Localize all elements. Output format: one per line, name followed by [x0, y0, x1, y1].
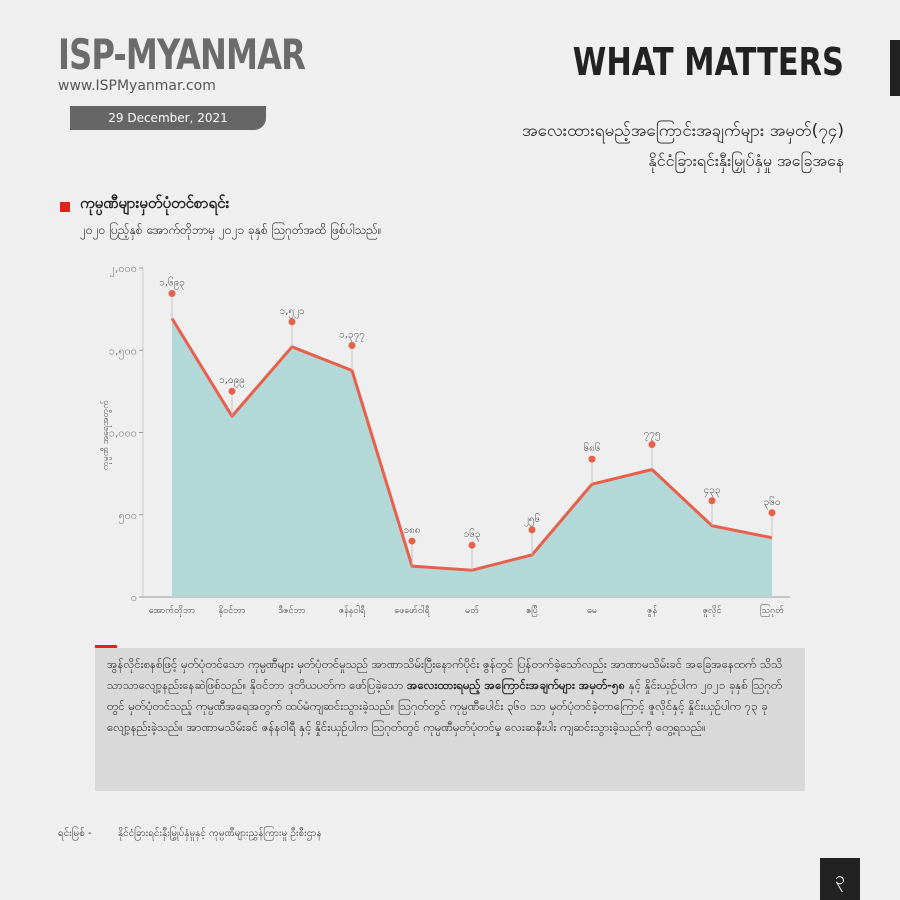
y-tick-label: ၅၀၀ [118, 509, 137, 524]
x-tick-label: ဧပြီ [526, 605, 538, 617]
body-text: အွန်လိုင်းစနစ်ဖြင့် မှတ်ပုံတင်သော ကုမ္ပဏ… [95, 648, 805, 791]
value-label: ၃၆၀ [764, 495, 781, 510]
point [408, 537, 416, 545]
x-tick-label: ဇွန် [647, 605, 658, 617]
point [228, 387, 236, 395]
page-subtitle: နိုင်ငံခြားရင်းနှီးမြှုပ်နှံမှု အခြေအနေ [648, 151, 844, 170]
y-tick-label: ၂,၀၀၀ [110, 262, 137, 277]
point [708, 497, 716, 505]
body-part: အလေးထားရမည့် အကြောင်းအချက်များ အမှတ်-၅၈ [406, 678, 626, 692]
body-part: နှင့် နှိုင်းယှဉ်ပါက ၂၀၂၁ ခုနှစ် ဩဂုတ်တွ… [107, 678, 783, 734]
logo: ISP-MYANMAR [58, 30, 306, 79]
y-axis-label: ကုမ္ပဏီ အရေအတွက် [100, 399, 112, 470]
y-tick-label: ၁,၅၀၀ [109, 344, 137, 359]
x-tick-label: ဖေဖော်ဝါရီ [394, 605, 430, 617]
bullet [60, 202, 70, 212]
value-label: ၁,၀၉၉ [219, 375, 245, 388]
point [288, 318, 296, 326]
x-tick-label: ဩဂုတ် [760, 604, 785, 617]
x-tick-label: ဒီဇင်ဘာ [278, 605, 305, 616]
x-tick-label: မတ် [465, 605, 479, 616]
page-title: အလေးထားရမည့်အကြောင်းအချက်များ အမှတ်(၇၄) [522, 121, 844, 141]
point [348, 341, 356, 349]
value-label: ၁၈၈ [403, 525, 420, 536]
value-label: ၇၇၅ [644, 429, 661, 442]
source: နိုင်ငံခြားရင်းနှီးမြှုပ်နှံမှုနှင့် ကုမ… [118, 828, 322, 839]
edge-block [890, 40, 900, 96]
value-label: ၁၆၃ [464, 527, 481, 542]
value-label: ၆၈၆ [584, 441, 601, 454]
point [468, 541, 476, 549]
x-tick-label: အောက်တိုဘာ [149, 605, 195, 617]
source-label: ရင်းမြစ် - [58, 828, 92, 839]
accent-line [95, 645, 117, 648]
x-tick-label: ဇူလိုင် [703, 605, 722, 617]
value-label: ၁,၆၉၃ [159, 276, 185, 291]
value-label: ၁,၅၂၁ [280, 306, 305, 319]
value-label: ၁,၃၇၇ [339, 329, 365, 342]
x-tick-label: နိုဝင်ဘာ [218, 605, 245, 617]
point [168, 290, 176, 298]
date: 29 December, 2021 [70, 106, 266, 130]
y-tick-label: ၁,၀၀၀ [109, 427, 137, 440]
x-tick-label: ဇန်နဝါရီ [339, 605, 366, 617]
chart-title: ကုမ္ပဏီများမှတ်ပုံတင်စာရင်း [80, 194, 230, 212]
point [768, 509, 776, 517]
y-tick-label: ၀ [131, 591, 137, 604]
section-title: WHAT MATTERS [572, 40, 844, 84]
area [172, 318, 772, 597]
line [170, 317, 773, 572]
body-part: အွန်လိုင်းစနစ်ဖြင့် မှတ်ပုံတင်သော ကုမ္ပဏ… [107, 657, 783, 692]
website: www.ISPMyanmar.com [58, 78, 216, 94]
point [648, 441, 656, 449]
page-number: ၃ [820, 858, 860, 900]
value-label: ၂၅၆ [524, 512, 541, 527]
point [588, 455, 596, 463]
chart-subtitle: ၂၀၂၀ ပြည့်နှစ် အောက်တိုဘာမှ ၂၀၂၁ ခုနှစ် … [80, 223, 382, 237]
value-label: ၄၃၃ [704, 485, 721, 498]
x-tick-label: မေ [587, 606, 597, 616]
point [528, 526, 536, 534]
